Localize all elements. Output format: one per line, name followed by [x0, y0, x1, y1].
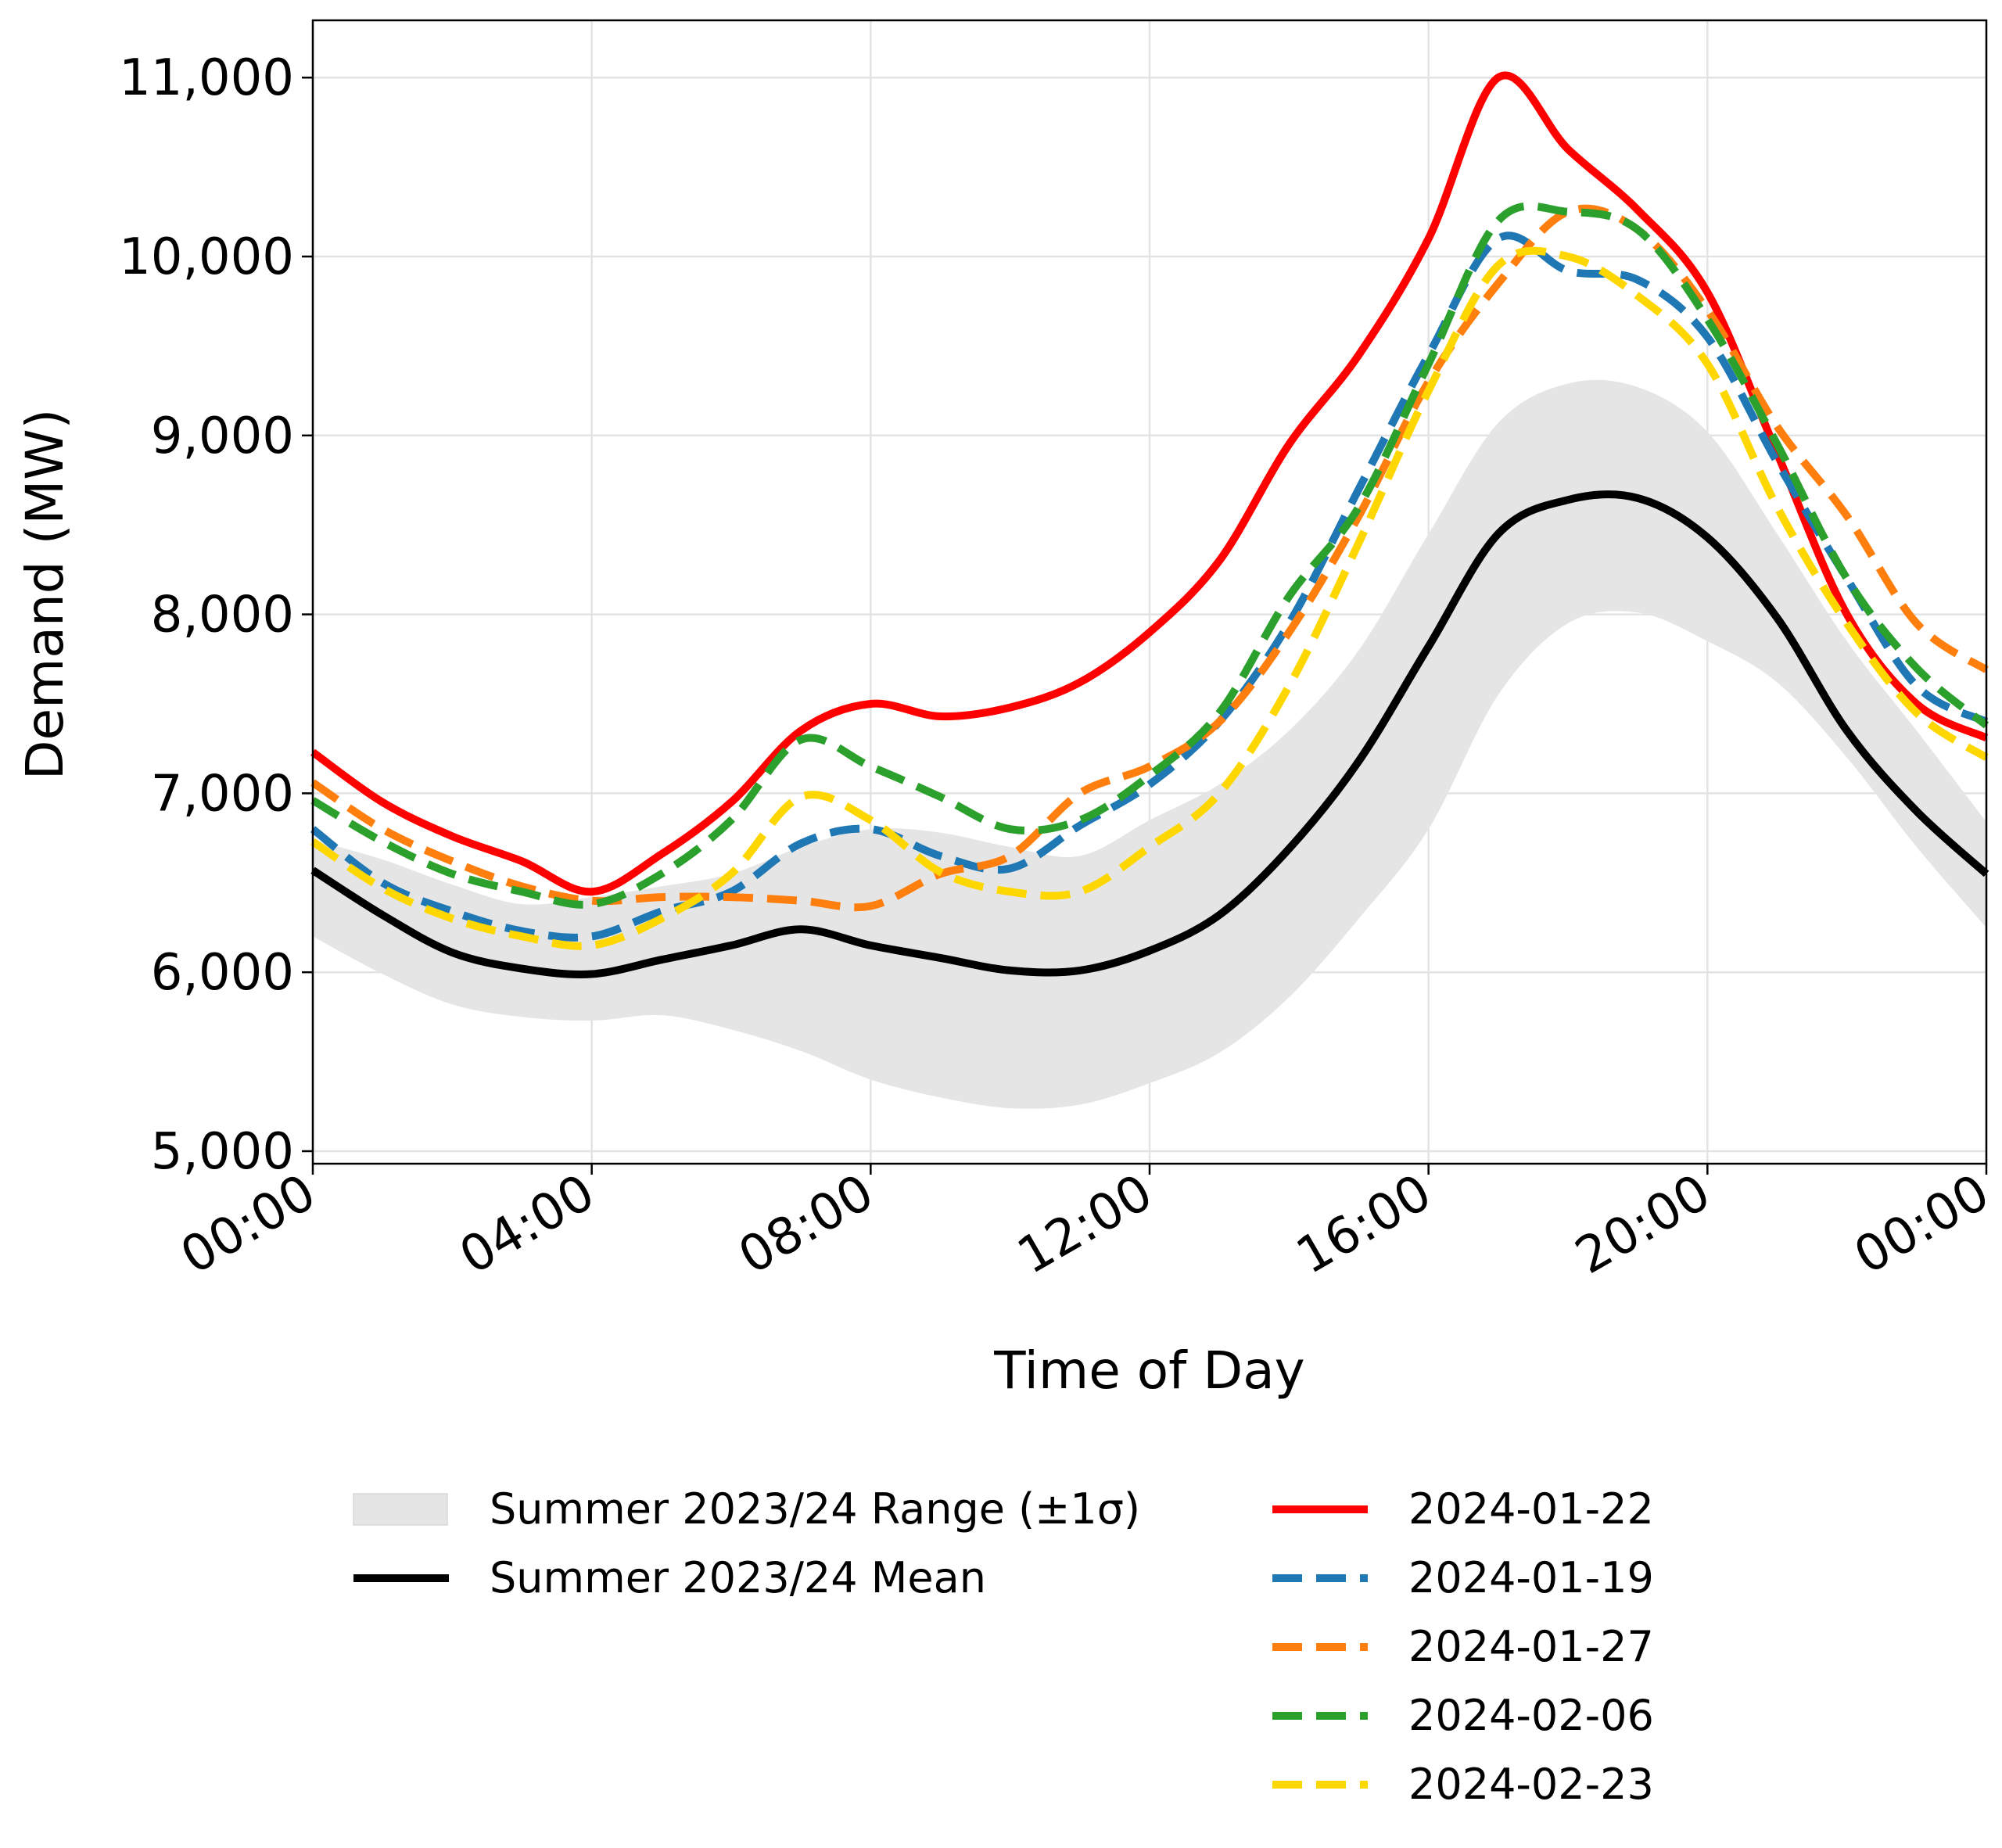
legend-entry-2: 2024-01-22: [1271, 1484, 1654, 1534]
legend-swatch-0: [352, 1491, 450, 1528]
legend-label-0: Summer 2023/24 Range (±1σ): [490, 1484, 1141, 1534]
series-line-5: [310, 246, 1989, 950]
legend-label-2: 2024-01-22: [1408, 1484, 1654, 1534]
legend-entry-4: 2024-01-27: [1271, 1622, 1654, 1671]
legend-swatch-1: [352, 1559, 450, 1597]
band-layer: [313, 379, 1986, 1109]
band-summer-range: [313, 379, 1986, 1109]
legend-entry-3: 2024-01-19: [1271, 1553, 1654, 1602]
y-tick-label-5: 10,000: [119, 228, 294, 286]
series-line-0: [310, 490, 1989, 978]
legend-swatch-5: [1271, 1697, 1369, 1735]
legend-swatch-6: [1271, 1766, 1369, 1803]
y-tick-label-2: 7,000: [151, 765, 294, 823]
legend-swatch-2: [1271, 1491, 1369, 1528]
legend-entry-0: Summer 2023/24 Range (±1σ): [352, 1484, 1140, 1534]
legend-swatch-4: [1271, 1628, 1369, 1666]
legend-label-1: Summer 2023/24 Mean: [490, 1553, 986, 1602]
legend-entry-1: Summer 2023/24 Mean: [352, 1553, 986, 1602]
legend-swatch-3: [1271, 1559, 1369, 1597]
x-axis-label: Time of Day: [993, 1340, 1304, 1401]
y-tick-label-3: 8,000: [151, 587, 294, 644]
legend-entry-5: 2024-02-06: [1271, 1691, 1654, 1740]
legend-entry-6: 2024-02-23: [1271, 1760, 1654, 1809]
legend-band-swatch: [353, 1492, 448, 1526]
y-tick-label-4: 9,000: [151, 407, 294, 465]
series-line-4: [310, 202, 1989, 909]
series-layer: [310, 71, 1989, 978]
legend-label-6: 2024-02-23: [1408, 1760, 1654, 1809]
legend-label-3: 2024-01-19: [1408, 1553, 1654, 1602]
y-tick-label-0: 5,000: [151, 1123, 294, 1181]
y-axis-label: Demand (MW): [15, 409, 75, 780]
series-line-1: [310, 71, 1989, 896]
legend-label-5: 2024-02-06: [1408, 1691, 1654, 1740]
y-tick-label-1: 6,000: [151, 944, 294, 1002]
y-tick-label-6: 11,000: [119, 49, 294, 107]
legend-label-4: 2024-01-27: [1408, 1622, 1654, 1671]
